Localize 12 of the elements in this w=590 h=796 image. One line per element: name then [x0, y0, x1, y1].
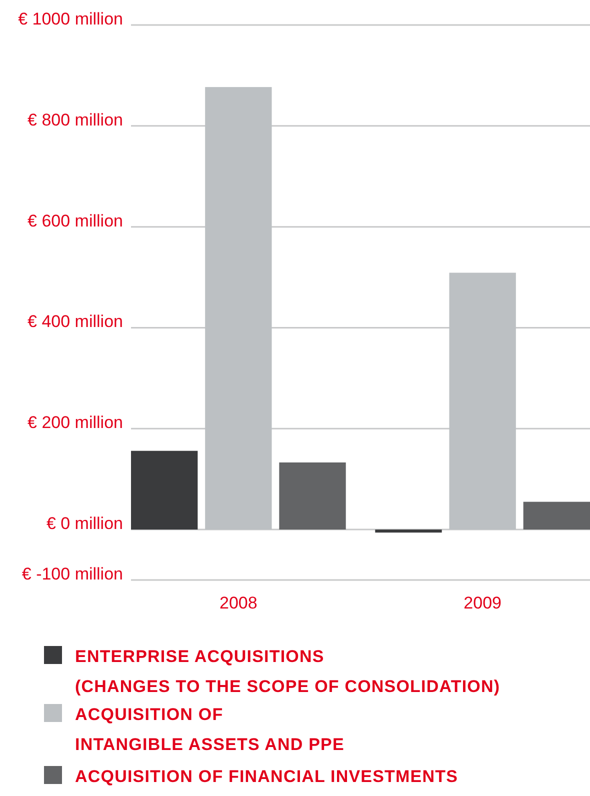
y-tick-label: € 0 million [46, 514, 123, 534]
x-tick-label: 2008 [220, 593, 258, 612]
y-tick-label: € 800 million [28, 110, 123, 130]
x-tick-label: 2009 [464, 593, 502, 612]
y-tick-label: € 1000 million [18, 9, 123, 28]
y-tick-label: € -100 million [22, 564, 123, 584]
y-tick-label: € 600 million [28, 211, 123, 230]
legend-label: ENTERPRISE ACQUISITIONS (CHANGES TO THE SCOPE OF CONSOLIDATION) [75, 646, 500, 696]
legend-label: ACQUISITION OF FINANCIAL INVESTMENTS [75, 766, 458, 786]
y-tick-label: € 200 million [28, 413, 123, 432]
y-tick-label: € 400 million [28, 312, 123, 332]
legend-label: ACQUISITION OF INTANGIBLE ASSETS AND PPE [75, 704, 344, 754]
